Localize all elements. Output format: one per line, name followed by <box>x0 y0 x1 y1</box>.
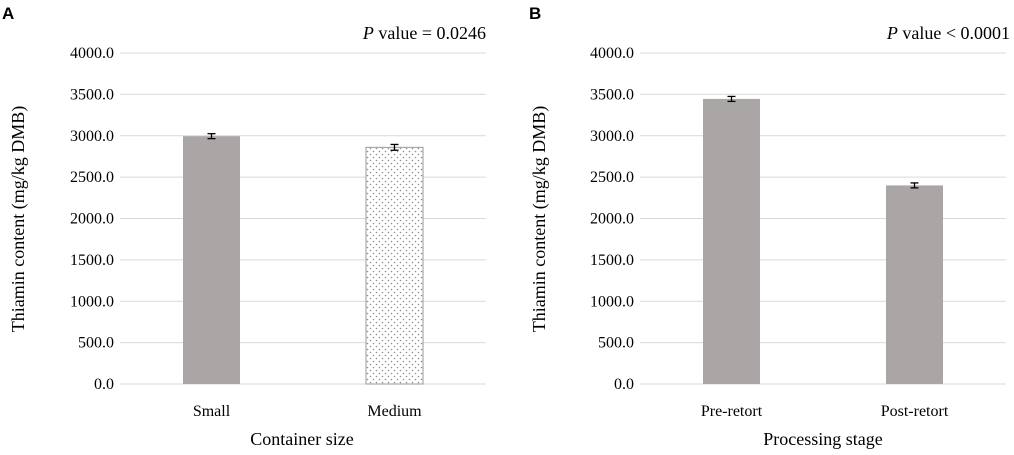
y-tick-label: 4000.0 <box>590 45 634 62</box>
bar <box>365 146 424 385</box>
error-bars-b <box>727 95 919 189</box>
y-axis-title-b: Thiamin content (mg/kg DMB) <box>529 106 550 332</box>
y-tick-label: 500.0 <box>78 335 114 352</box>
y-tick-label: 4000.0 <box>70 45 114 62</box>
y-tick-label: 1500.0 <box>70 252 114 269</box>
y-tick-label: 1500.0 <box>590 252 634 269</box>
error-bar <box>727 95 736 103</box>
y-tick-label: 1000.0 <box>70 293 114 310</box>
x-tick-label: Pre-retort <box>701 403 763 420</box>
y-tick-label: 3500.0 <box>590 86 634 103</box>
bar <box>183 136 240 384</box>
bars-a <box>183 136 424 385</box>
p-value-annotation-a: P value = 0.0246 <box>362 23 486 43</box>
panel-label-b: B <box>529 4 541 23</box>
bar <box>703 98 760 385</box>
gridlines-a <box>120 52 486 385</box>
y-axis-title-a: Thiamin content (mg/kg DMB) <box>8 106 29 332</box>
error-bar <box>390 143 399 151</box>
y-tick-label: 2500.0 <box>590 169 634 186</box>
x-tick-label: Medium <box>367 403 422 420</box>
p-value-text-a: value = 0.0246 <box>374 23 486 43</box>
p-symbol-b: P <box>886 23 898 43</box>
y-tick-label: 0.0 <box>94 376 114 393</box>
y-tick-label: 3000.0 <box>70 128 114 145</box>
x-axis-title-b: Processing stage <box>763 429 882 449</box>
bars-b <box>703 98 943 385</box>
chart-panel-a: A P value = 0.0246 0.0 500.0 1000.0 1500.0 2… <box>2 4 486 449</box>
y-tick-label: 0.0 <box>614 376 634 393</box>
p-symbol-a: P <box>362 23 374 43</box>
error-bar <box>207 133 216 140</box>
y-tick-label: 3000.0 <box>590 128 634 145</box>
y-tick-label: 3500.0 <box>70 86 114 103</box>
x-tick-label: Small <box>193 403 231 420</box>
y-tick-label: 500.0 <box>598 335 634 352</box>
y-tick-label: 2000.0 <box>70 211 114 228</box>
x-ticks-b: Pre-retort Post-retort <box>701 403 949 420</box>
gridlines-b <box>640 52 1006 385</box>
error-bars-a <box>207 133 399 151</box>
panel-label-a: A <box>2 4 14 23</box>
bar <box>886 185 943 384</box>
y-tick-label: 2000.0 <box>590 211 634 228</box>
p-value-annotation-b: P value < 0.0001 <box>886 23 1010 43</box>
y-tick-label: 1000.0 <box>590 293 634 310</box>
y-ticks-a: 0.0 500.0 1000.0 1500.0 2000.0 2500.0 3000.0 35… <box>70 45 114 393</box>
y-ticks-b: 0.0 500.0 1000.0 1500.0 2000.0 2500.0 3000.0 35… <box>590 45 634 393</box>
x-ticks-a: Small Medium <box>193 403 422 420</box>
x-tick-label: Post-retort <box>881 403 949 420</box>
p-value-text-b: value < 0.0001 <box>898 23 1010 43</box>
error-bar <box>910 182 919 189</box>
x-axis-title-a: Container size <box>250 429 353 449</box>
chart-panel-b: B P value < 0.0001 0.0 500.0 1000.0 1500.0 2… <box>529 4 1010 449</box>
y-tick-label: 2500.0 <box>70 169 114 186</box>
